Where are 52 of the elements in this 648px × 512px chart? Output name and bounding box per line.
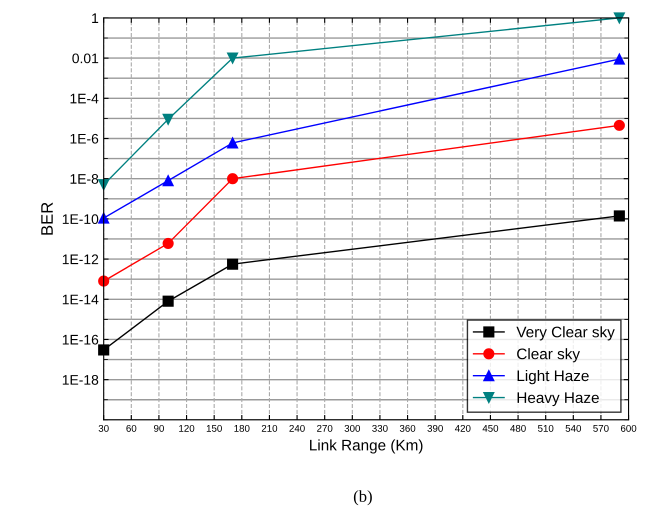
x-tick-label: 360 [400,424,416,432]
x-tick-label: 540 [566,424,582,432]
x-tick-label: 300 [344,424,360,432]
y-tick-label: 1E-12 [62,254,98,264]
x-tick-label: 120 [179,424,194,432]
point [162,175,174,186]
y-tick-label: 1 [92,13,98,23]
x-tick-label: 420 [454,424,471,432]
x-axis-title: Link Range (Km) [310,439,422,454]
y-tick-label: 1E-8 [70,174,98,184]
y-tick-label: 1E-14 [62,294,98,304]
text: (b) [354,490,372,506]
y-tick-label: 1E-4 [70,94,98,104]
point [98,344,110,356]
y-axis-title: BER [41,202,53,235]
x-tick-label: 510 [538,424,554,432]
point [614,210,625,222]
y-tick-label: 1E-10 [62,214,98,224]
point [227,52,238,64]
y-tick-label: 1E-18 [62,374,98,385]
x-tick-label: 480 [510,424,526,432]
point [162,238,174,249]
x-tick-label: 390 [427,424,443,432]
x-tick-label: 240 [289,424,305,432]
x-tick-label: 60 [126,424,136,432]
legend-label: Heavy Haze [518,392,599,406]
x-tick-label: 570 [593,424,609,432]
x-tick-label: 30 [98,424,109,432]
x-tick-label: 210 [262,424,278,432]
x-tick-label: 270 [317,424,332,432]
y-tick-label: 1E-16 [62,334,98,345]
y-tick-label: 0.01 [72,53,98,64]
point [227,137,238,149]
legend-label: Very Clear sky [516,326,615,340]
point [162,114,174,125]
point [614,53,625,65]
x-tick-label: 330 [372,424,388,432]
y-tick-label: 1E-6 [70,134,98,144]
legend-label: Light Haze [518,370,589,384]
point [614,120,625,131]
legend-label: Clear sky [517,348,580,362]
x-tick-label: 180 [234,424,250,432]
point [98,179,110,190]
point [98,276,110,287]
point [227,258,238,270]
x-tick-label: 600 [620,424,636,432]
point [162,296,174,307]
point [227,173,238,184]
point [614,12,625,24]
x-tick-label: 450 [482,424,498,432]
x-tick-label: 90 [154,424,164,432]
x-tick-label: 150 [206,424,222,432]
